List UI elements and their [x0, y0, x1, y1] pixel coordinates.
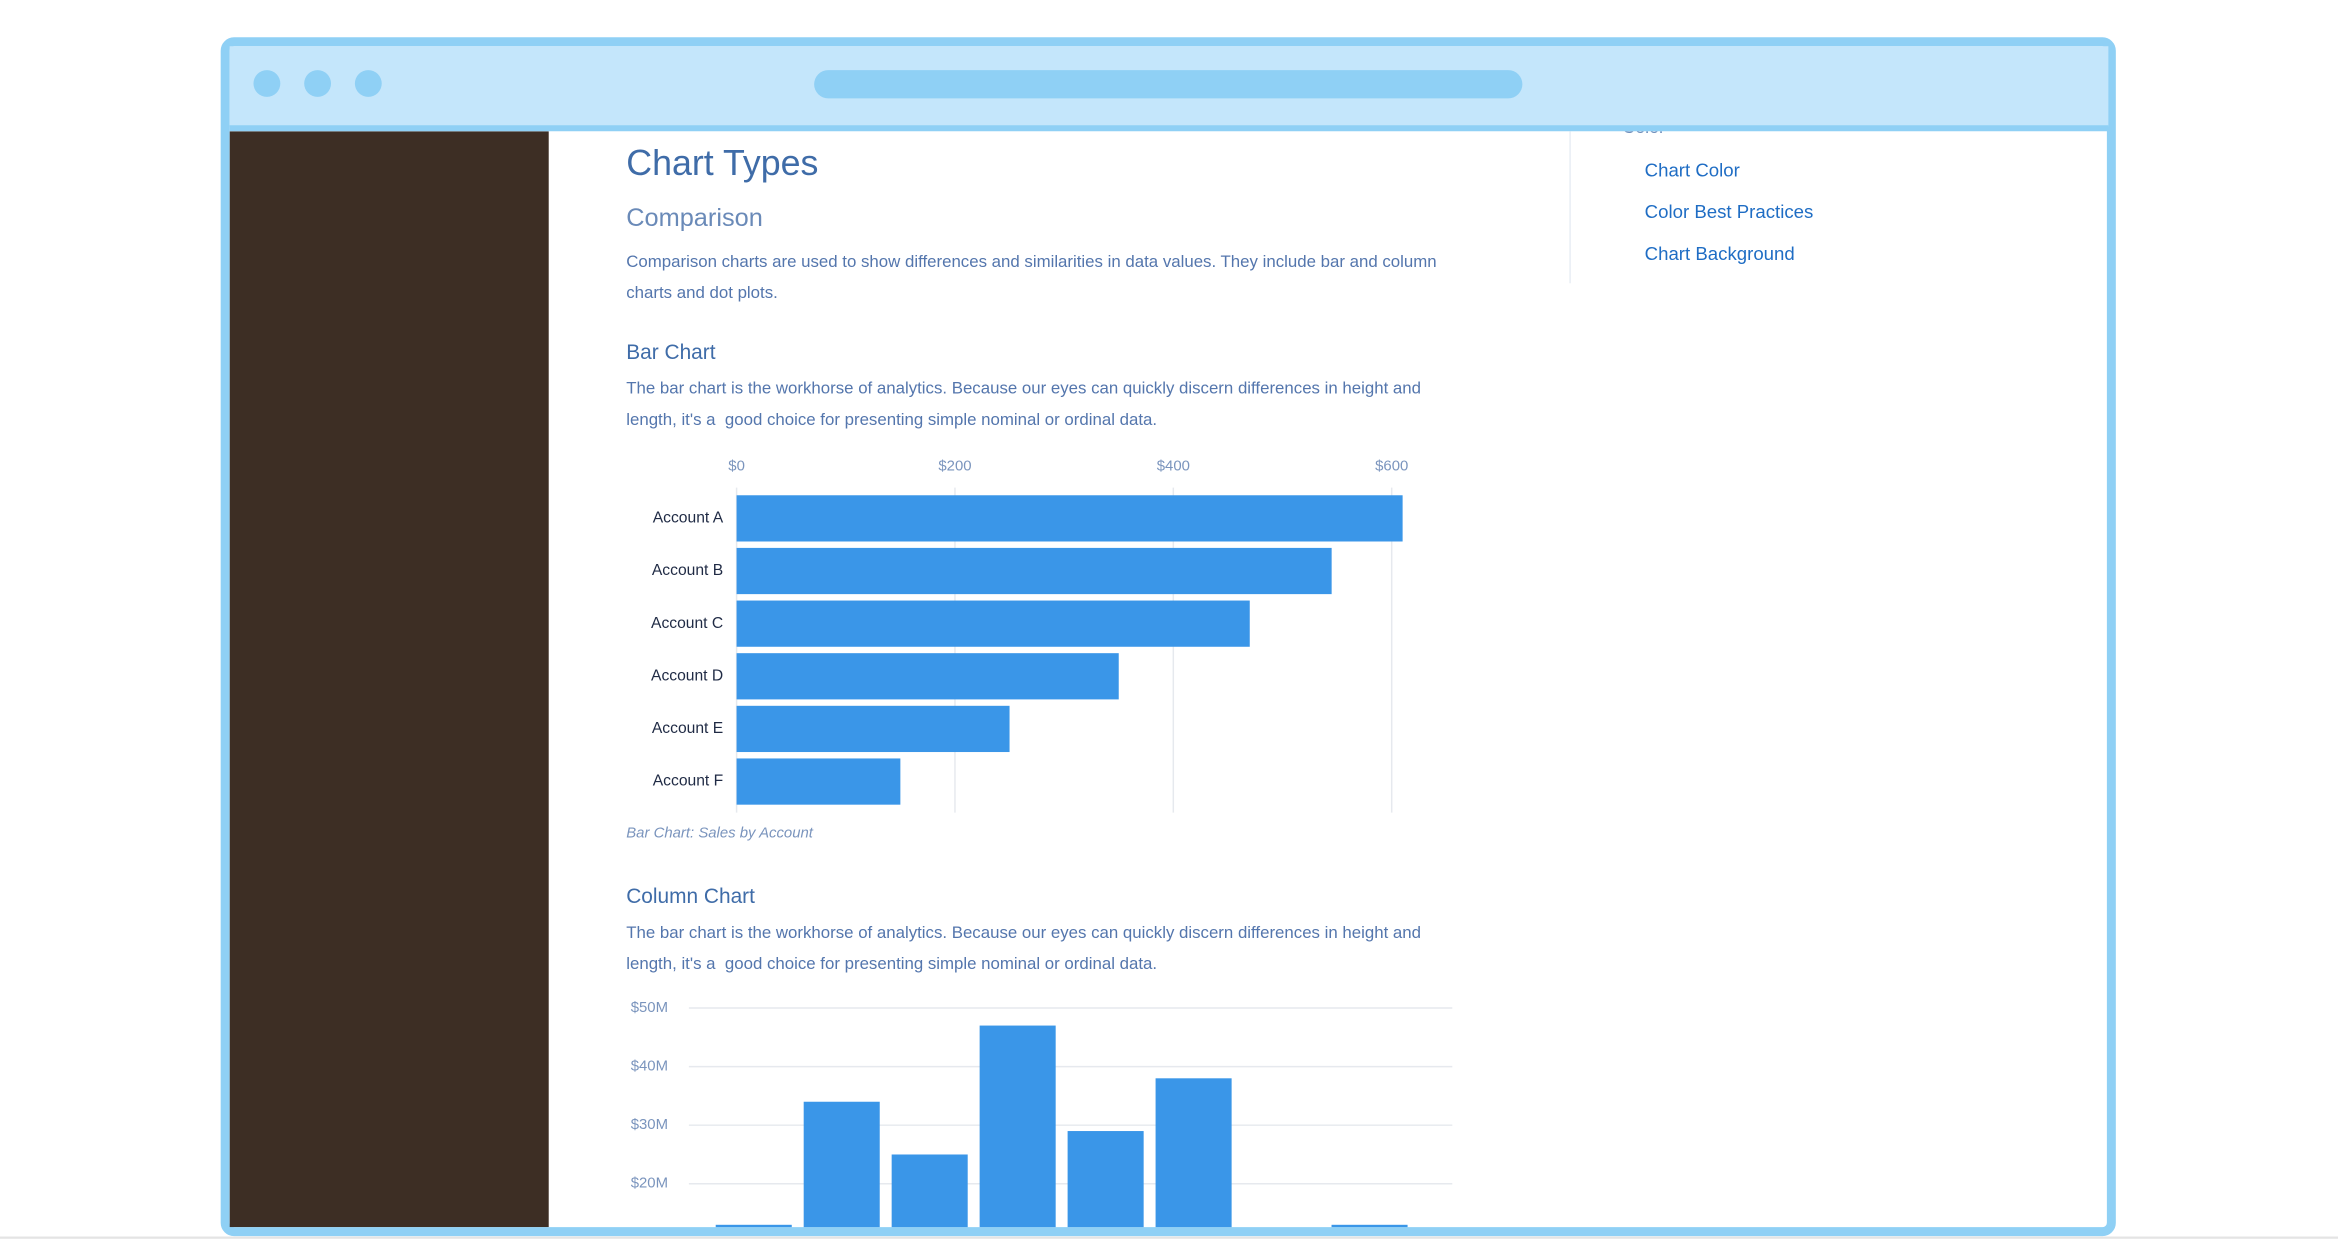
y-tick-label: $50M [631, 1000, 668, 1016]
bar [1155, 1078, 1232, 1228]
y-tick-label: $30M [631, 1117, 668, 1133]
page-title: Chart Types [626, 143, 818, 183]
x-tick-label: $400 [1157, 459, 1190, 475]
section-heading: Column Chart [626, 885, 755, 908]
bar [1331, 1224, 1408, 1228]
sidebar [229, 131, 549, 1228]
bar [736, 653, 1119, 700]
paragraph: Comparison charts are used to show diffe… [626, 252, 1436, 271]
category-label: Account D [651, 667, 723, 684]
nav-link[interactable]: Color Best Practices [1645, 201, 1814, 222]
bar [736, 705, 1010, 753]
bar [736, 495, 1403, 542]
bar [979, 1025, 1056, 1228]
bar [736, 600, 1250, 647]
y-tick-label: $20M [631, 1176, 668, 1192]
bar [891, 1154, 968, 1228]
nav-link[interactable]: Chart Background [1645, 243, 1795, 264]
bar [736, 547, 1332, 595]
chart-caption: Bar Chart: Sales by Account [626, 825, 814, 841]
category-label: Account E [652, 720, 723, 737]
content: Color Chart Color Color Best Practices C… [229, 117, 1814, 1228]
nav-section: Color [1622, 117, 1665, 137]
paragraph: length, it's a good choice for presentin… [626, 954, 1157, 973]
nav-link[interactable]: Chart Color [1645, 159, 1740, 180]
bar [736, 758, 901, 805]
bar [1067, 1131, 1144, 1228]
paragraph: The bar chart is the workhorse of analyt… [626, 923, 1421, 942]
paragraph: The bar chart is the workhorse of analyt… [626, 379, 1421, 398]
window-dot[interactable] [253, 70, 281, 97]
x-tick-label: $600 [1375, 459, 1408, 475]
bar [715, 1224, 792, 1228]
category-label: Account C [651, 615, 723, 632]
paragraph: charts and dot plots. [626, 283, 778, 302]
category-label: Account B [652, 562, 723, 579]
y-tick-label: $40M [631, 1059, 668, 1075]
section-heading: Bar Chart [626, 341, 715, 364]
x-tick-label: $0 [728, 459, 745, 475]
paragraph: length, it's a good choice for presentin… [626, 410, 1157, 429]
category-label: Account F [653, 773, 723, 790]
address-bar[interactable] [814, 70, 1523, 99]
category-label: Account A [653, 510, 724, 527]
window-dot[interactable] [354, 70, 382, 97]
subtitle: Comparison [626, 204, 763, 232]
window-dot[interactable] [304, 70, 332, 97]
bar [803, 1101, 880, 1228]
x-tick-label: $200 [938, 459, 971, 475]
